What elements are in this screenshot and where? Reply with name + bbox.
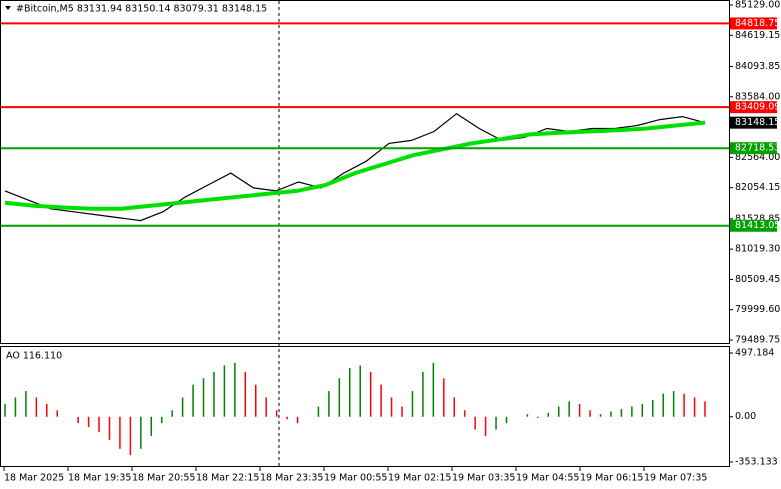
y-tick-label: 82054.15 bbox=[735, 182, 780, 193]
main-frame bbox=[0, 0, 730, 344]
x-tick-label: 19 Mar 04:55 bbox=[516, 473, 579, 484]
ao-frame bbox=[0, 346, 730, 467]
y-tick-label: 81528.85 bbox=[735, 213, 780, 224]
level-label-bg bbox=[730, 101, 777, 114]
level-label: 82718.53 bbox=[735, 143, 780, 154]
level-label: 84818.75 bbox=[735, 18, 780, 29]
level-label-bg bbox=[730, 17, 777, 30]
y-tick-label: 82564.00 bbox=[735, 152, 780, 163]
y-tick-label: 497.184 bbox=[735, 348, 774, 359]
x-tick-label: 18 Mar 20:55 bbox=[132, 473, 195, 484]
x-tick-label: 19 Mar 00:55 bbox=[324, 473, 387, 484]
price-line bbox=[4, 112, 706, 222]
x-tick-label: 18 Mar 22:15 bbox=[196, 473, 259, 484]
level-label: 81413.05 bbox=[735, 220, 780, 231]
last-price-bg bbox=[730, 116, 777, 129]
y-tick-label: 85129.00 bbox=[735, 0, 780, 11]
x-tick-label: 19 Mar 02:15 bbox=[388, 473, 451, 484]
x-tick-label: 18 Mar 2025 bbox=[4, 473, 64, 484]
y-tick-label: -353.133 bbox=[735, 457, 778, 468]
y-tick-label: 79999.60 bbox=[735, 304, 780, 315]
y-tick-label: 81019.30 bbox=[735, 244, 780, 255]
last-price-label: 83148.15 bbox=[735, 117, 780, 128]
level-label-bg bbox=[730, 219, 777, 232]
x-tick-label: 18 Mar 19:35 bbox=[68, 473, 131, 484]
y-tick-label: 83584.00 bbox=[735, 91, 780, 102]
menu-arrow bbox=[5, 6, 11, 10]
y-tick-label: 84619.15 bbox=[735, 30, 780, 41]
x-tick-label: 19 Mar 06:15 bbox=[580, 473, 643, 484]
price-line bbox=[4, 120, 706, 211]
level-label-bg bbox=[730, 142, 777, 155]
y-tick-label: 79489.75 bbox=[735, 335, 780, 346]
x-tick-label: 18 Mar 23:35 bbox=[260, 473, 323, 484]
x-tick-label: 19 Mar 03:35 bbox=[452, 473, 515, 484]
y-tick-label: 84093.85 bbox=[735, 61, 780, 72]
chart-title: #Bitcoin,M5 83131.94 83150.14 83079.31 8… bbox=[16, 4, 267, 15]
x-tick-label: 19 Mar 07:35 bbox=[644, 473, 707, 484]
y-tick-label: 80509.45 bbox=[735, 274, 780, 285]
y-tick-label: 0.00 bbox=[735, 411, 756, 422]
ao-title: AO 116.110 bbox=[6, 351, 62, 362]
level-label: 83409.09 bbox=[735, 102, 780, 113]
